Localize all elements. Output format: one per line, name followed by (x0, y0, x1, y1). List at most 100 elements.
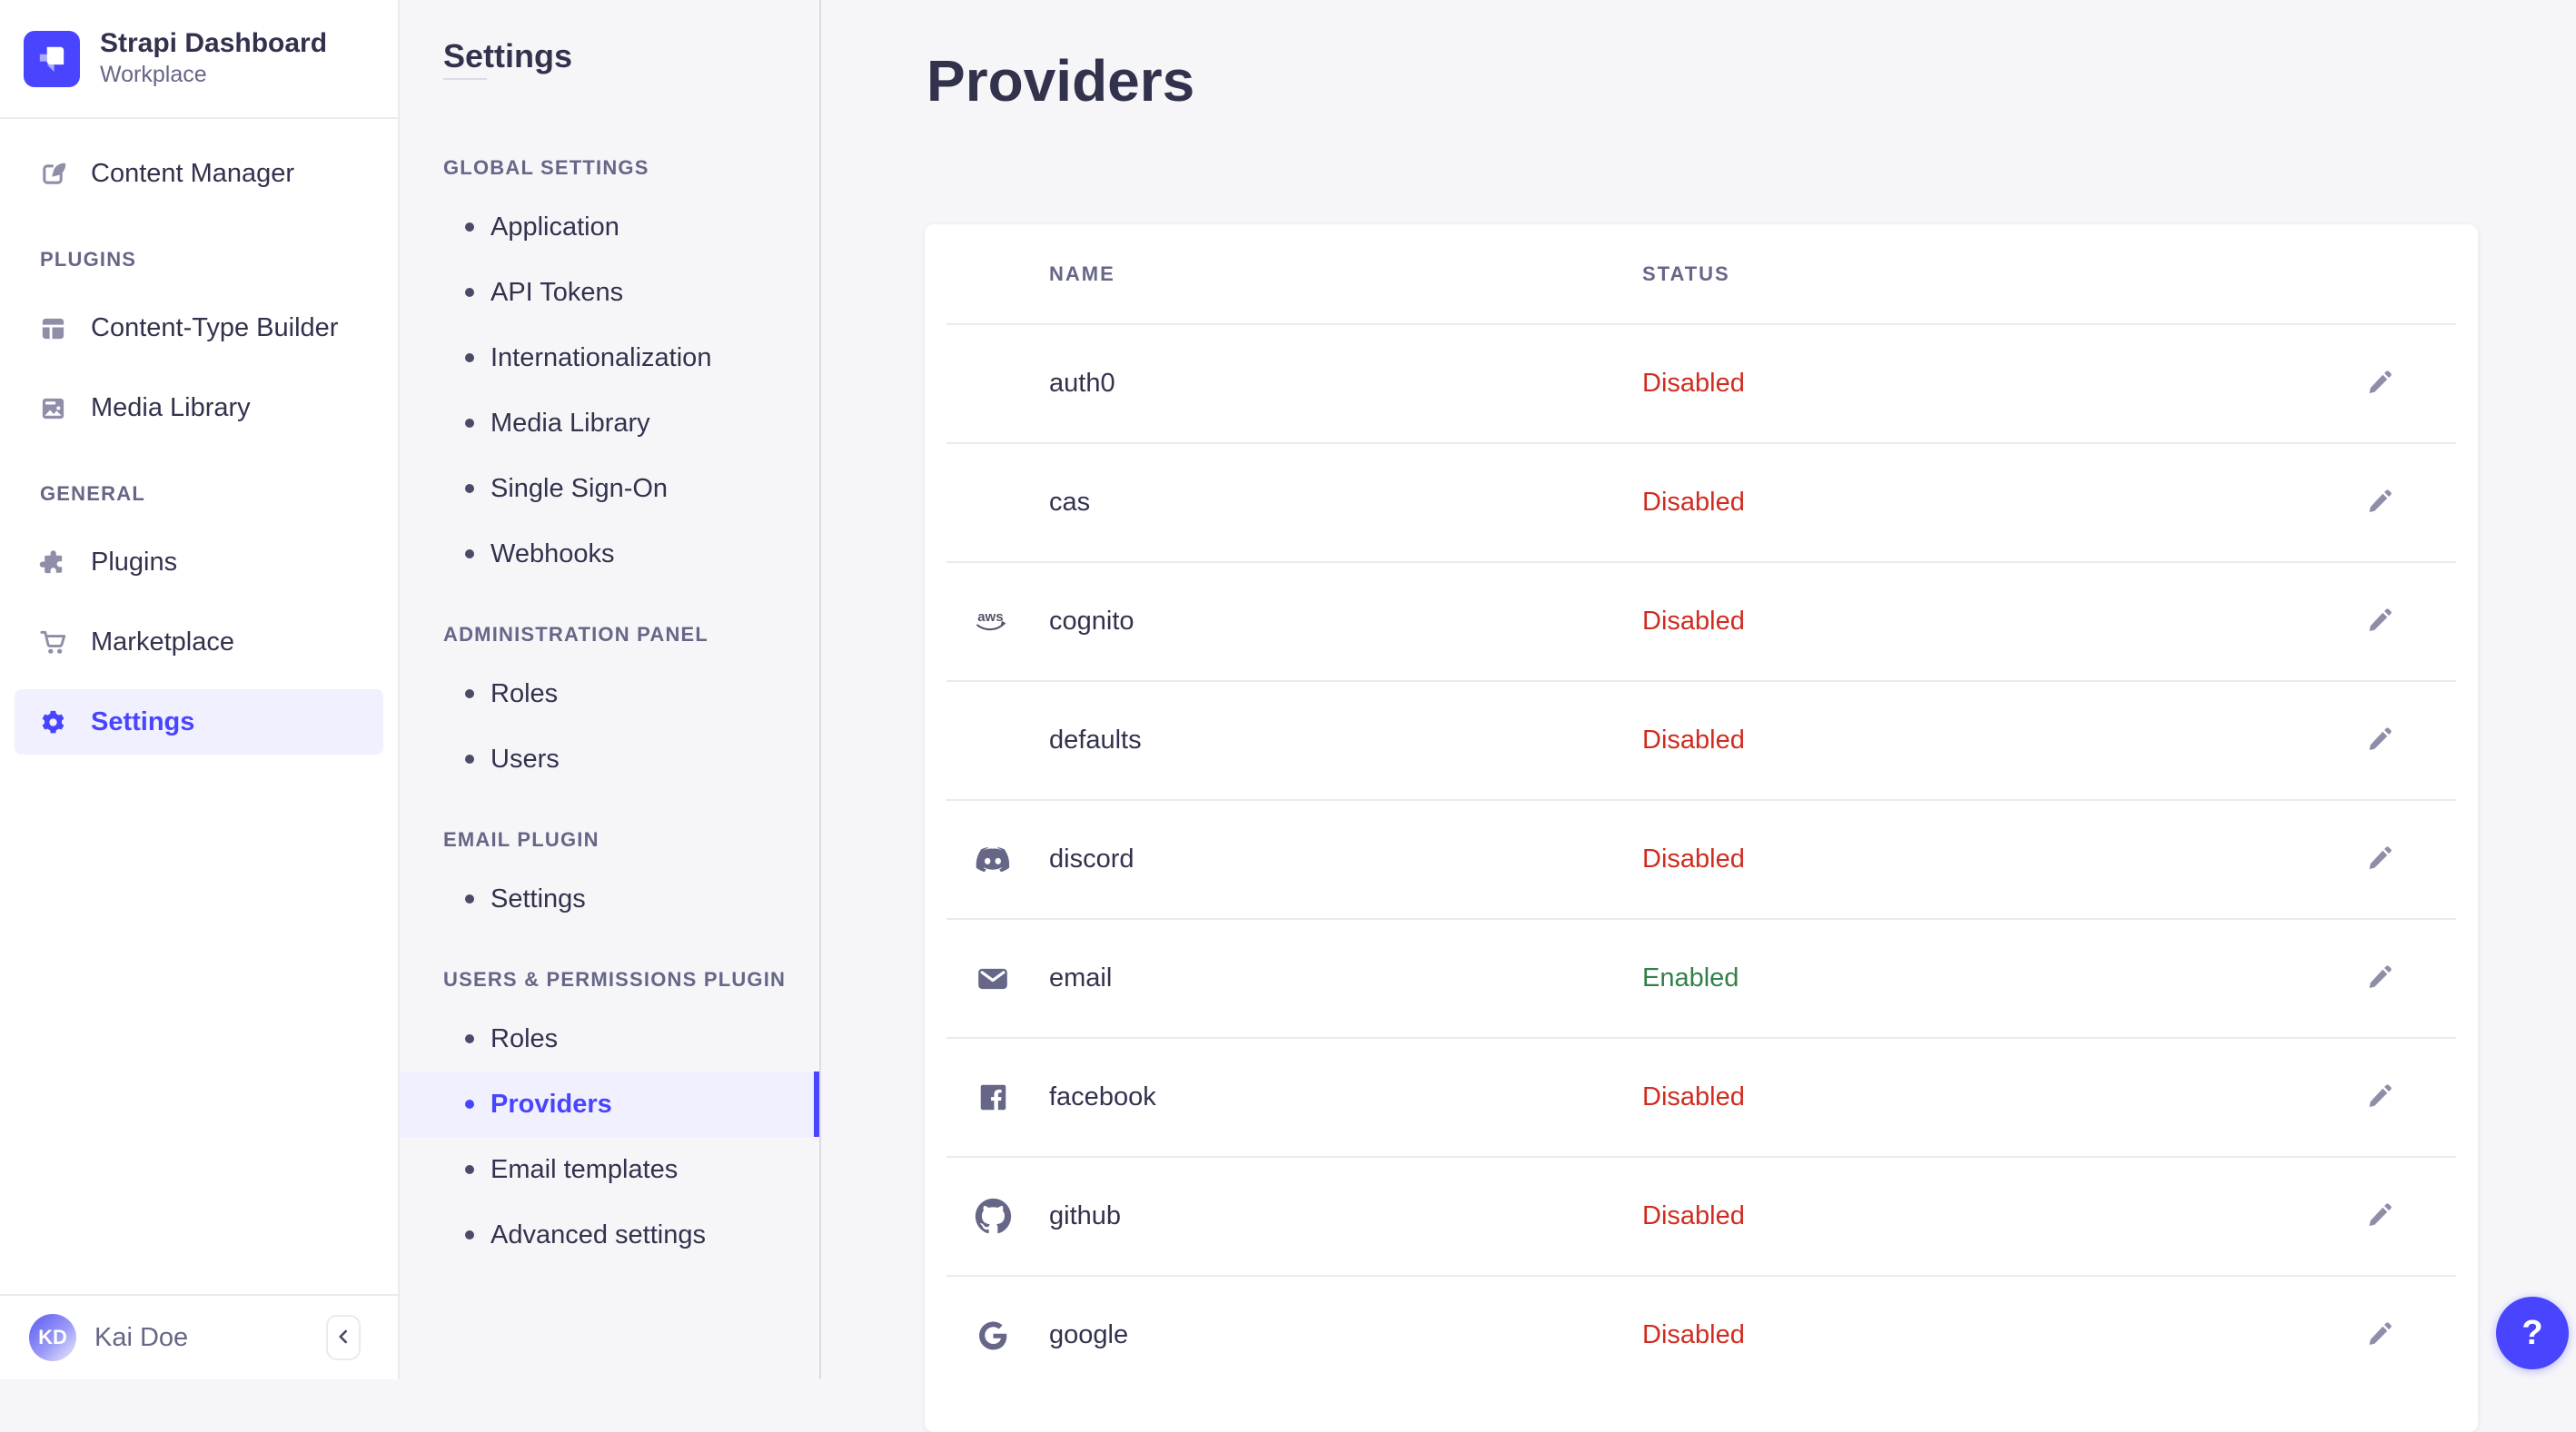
bullet-icon (465, 1165, 474, 1174)
edit-auth0-button[interactable] (2366, 369, 2393, 399)
edit-google-button[interactable] (2366, 1320, 2393, 1350)
app-title: Strapi Dashboard (100, 28, 328, 59)
provider-name: defaults (1049, 726, 1142, 755)
subnav-item-label: API Tokens (490, 277, 624, 307)
main-sidebar: Strapi Dashboard Workplace Content Manag… (0, 0, 400, 1379)
edit-cas-button[interactable] (2366, 488, 2393, 518)
sidebar-item-marketplace[interactable]: Marketplace (0, 609, 398, 675)
subnav-section-label-administration-panel: ADMINISTRATION PANEL (443, 623, 709, 646)
provider-name: auth0 (1049, 369, 1115, 398)
question-mark-icon: ? (2522, 1313, 2543, 1352)
pencil-icon (2366, 607, 2393, 637)
status-badge: Enabled (1642, 963, 1739, 993)
subnav-item-label: Email templates (490, 1154, 679, 1184)
chevron-left-icon (332, 1325, 355, 1351)
subnav-item-application[interactable]: Application (400, 194, 819, 260)
subnav-item-roles[interactable]: Roles (400, 1006, 819, 1072)
subnav-item-api-tokens[interactable]: API Tokens (400, 260, 819, 325)
subnav-item-roles[interactable]: Roles (400, 661, 819, 726)
status-badge: Disabled (1642, 1320, 1745, 1349)
provider-name: cognito (1049, 607, 1134, 636)
table-row-cas[interactable]: cas Disabled (946, 442, 2456, 561)
pencil-icon (2366, 844, 2393, 874)
edit-discord-button[interactable] (2366, 844, 2393, 874)
table-row-email[interactable]: email Enabled (946, 918, 2456, 1037)
subnav-item-label: Settings (490, 884, 586, 914)
bullet-icon (465, 894, 474, 904)
column-header-status: STATUS (1642, 262, 1730, 285)
sidebar-item-plugins[interactable]: Plugins (0, 529, 398, 595)
edit-cognito-button[interactable] (2366, 607, 2393, 637)
column-header-name: NAME (1049, 262, 1115, 285)
table-row-cognito[interactable]: aws cognito Disabled (946, 561, 2456, 680)
provider-name: cas (1049, 488, 1091, 517)
pencil-icon (2366, 726, 2393, 756)
provider-name: facebook (1049, 1082, 1156, 1111)
status-badge: Disabled (1642, 369, 1745, 398)
subnav-item-advanced-settings[interactable]: Advanced settings (400, 1202, 819, 1268)
provider-name: google (1049, 1320, 1129, 1349)
edit-github-button[interactable] (2366, 1201, 2393, 1231)
bullet-icon (465, 484, 474, 493)
provider-name: email (1049, 963, 1113, 993)
content-manager-icon (38, 160, 67, 188)
table-header-row: NAME STATUS (946, 224, 2456, 323)
bullet-icon (465, 1034, 474, 1043)
subnav-section-label-users-permissions-plugin: USERS & PERMISSIONS PLUGIN (443, 968, 787, 991)
table-row-discord[interactable]: discord Disabled (946, 799, 2456, 918)
table-row-github[interactable]: github Disabled (946, 1156, 2456, 1275)
facebook-icon (946, 1082, 1039, 1112)
pencil-icon (2366, 1320, 2393, 1350)
edit-facebook-button[interactable] (2366, 1082, 2393, 1112)
table-row-google[interactable]: google Disabled (946, 1275, 2456, 1394)
gear-icon (38, 708, 67, 736)
bullet-icon (465, 1100, 474, 1109)
sidebar-section-label-plugins: PLUGINS (40, 248, 137, 271)
subnav-item-label: Webhooks (490, 538, 615, 568)
status-badge: Disabled (1642, 1082, 1745, 1111)
sidebar-item-settings[interactable]: Settings (15, 689, 383, 755)
sidebar-item-label: Settings (91, 706, 195, 736)
table-row-facebook[interactable]: facebook Disabled (946, 1037, 2456, 1156)
help-button[interactable]: ? (2496, 1297, 2569, 1369)
status-badge: Disabled (1642, 607, 1745, 636)
settings-subnav: Settings GLOBAL SETTINGS Application API… (400, 0, 821, 1379)
subnav-item-internationalization[interactable]: Internationalization (400, 325, 819, 390)
status-badge: Disabled (1642, 1201, 1745, 1230)
sidebar-item-media-library[interactable]: Media Library (0, 375, 398, 440)
sidebar-item-label: Marketplace (91, 627, 234, 657)
edit-email-button[interactable] (2366, 963, 2393, 993)
pencil-icon (2366, 488, 2393, 518)
subnav-item-single-sign-on[interactable]: Single Sign-On (400, 456, 819, 521)
sidebar-item-content-type-builder[interactable]: Content-Type Builder (0, 295, 398, 360)
workspace-brand[interactable]: Strapi Dashboard Workplace (0, 0, 398, 119)
sidebar-nav: Content Manager PLUGINS Content-Type Bui… (0, 141, 398, 755)
subnav-sections: GLOBAL SETTINGS Application API Tokens I… (400, 156, 819, 1268)
subnav-item-email-templates[interactable]: Email templates (400, 1137, 819, 1202)
table-row-auth0[interactable]: auth0 Disabled (946, 323, 2456, 442)
edit-defaults-button[interactable] (2366, 726, 2393, 756)
marketplace-icon (38, 628, 67, 657)
subnav-item-providers[interactable]: Providers (400, 1072, 819, 1137)
collapse-sidebar-button[interactable] (326, 1315, 361, 1360)
subnav-item-media-library[interactable]: Media Library (400, 390, 819, 456)
subnav-item-label: Roles (490, 1023, 559, 1053)
pencil-icon (2366, 369, 2393, 399)
email-icon (946, 962, 1039, 996)
subnav-section-label-global-settings: GLOBAL SETTINGS (443, 156, 649, 179)
google-icon (946, 1318, 1039, 1352)
main-content: Providers NAME STATUS auth0 Disabled cas… (821, 0, 2576, 1432)
user-name: Kai Doe (94, 1322, 189, 1352)
subnav-item-label: Media Library (490, 408, 650, 438)
bullet-icon (465, 1230, 474, 1239)
workspace-name: Workplace (100, 62, 207, 88)
bullet-icon (465, 353, 474, 362)
table-row-defaults[interactable]: defaults Disabled (946, 680, 2456, 799)
subnav-item-users[interactable]: Users (400, 726, 819, 792)
subnav-item-label: Application (490, 212, 619, 242)
aws-icon: aws (946, 607, 1039, 637)
subnav-item-webhooks[interactable]: Webhooks (400, 521, 819, 587)
provider-name: discord (1049, 844, 1134, 874)
sidebar-item-content-manager[interactable]: Content Manager (0, 141, 398, 206)
subnav-item-settings[interactable]: Settings (400, 866, 819, 932)
